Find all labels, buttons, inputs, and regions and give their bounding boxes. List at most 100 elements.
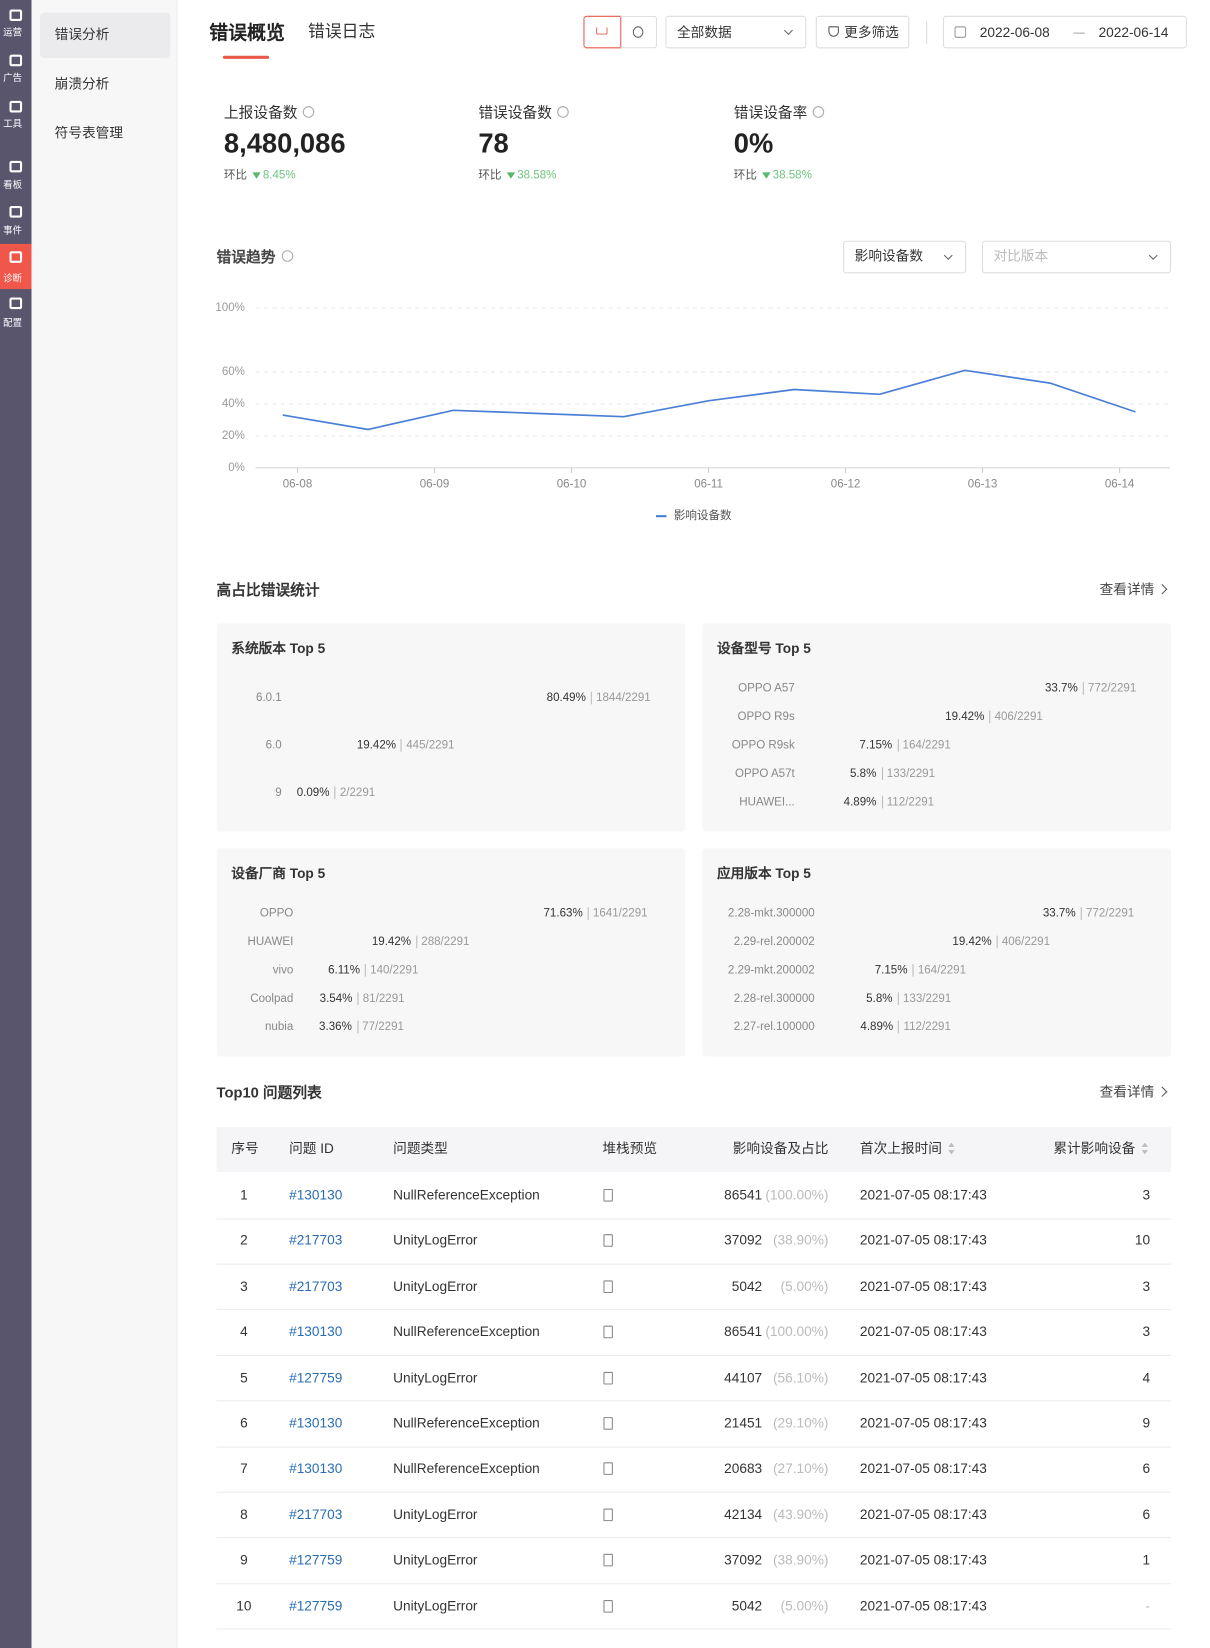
card [702, 848, 1172, 1057]
issue-id[interactable]: #127759 [289, 1551, 343, 1568]
card-title: 设备厂商 Top 5 [231, 865, 326, 881]
detail-link[interactable]: 查看详情 [1099, 1083, 1155, 1100]
y-tick-label: 0% [228, 462, 245, 474]
sidebar-icon[interactable] [9, 100, 23, 113]
separator [1082, 682, 1084, 695]
help-icon [281, 250, 294, 262]
stack-icon[interactable] [603, 1371, 613, 1385]
bar-count: 1641/2291 [592, 907, 648, 920]
issue-id[interactable]: #130130 [289, 1460, 343, 1477]
stack-icon[interactable] [603, 1553, 613, 1567]
sort-icon[interactable] [1141, 1150, 1148, 1155]
cell-index: 9 [240, 1551, 248, 1568]
select-value: 影响设备数 [854, 248, 924, 264]
issue-id[interactable]: #127759 [289, 1597, 343, 1614]
sidebar-label[interactable]: 广告 [3, 72, 23, 84]
subnav-item[interactable]: 错误分析 [54, 26, 110, 43]
subnav-item[interactable]: 崩溃分析 [54, 75, 110, 92]
bar-label: 2.29-rel.200002 [733, 935, 815, 949]
change-label: 环比 [733, 169, 757, 182]
sort-icon[interactable] [948, 1150, 955, 1155]
table-header [216, 1126, 1172, 1173]
sidebar-label[interactable]: 事件 [3, 224, 23, 236]
stack-icon[interactable] [603, 1188, 613, 1202]
separator [364, 964, 366, 977]
stack-icon[interactable] [603, 1417, 613, 1430]
platform-ios[interactable] [620, 15, 658, 49]
cell-type: NullReferenceException [393, 1186, 540, 1203]
column-header: 首次上报时间 [859, 1140, 942, 1157]
sort-icon[interactable] [948, 1142, 955, 1147]
bar-value: 3.36% [319, 1020, 352, 1034]
date-range[interactable] [942, 15, 1187, 49]
tab[interactable]: 错误日志 [308, 23, 376, 41]
stack-icon[interactable] [603, 1325, 613, 1339]
stack-icon[interactable] [603, 1280, 613, 1293]
cell-percent: (5.00%) [780, 1278, 829, 1294]
bar-count: 112/2291 [886, 795, 935, 809]
cell-total: 6 [1142, 1506, 1151, 1523]
sidebar-icon[interactable] [9, 297, 23, 310]
bar-value: 7.15% [859, 739, 893, 752]
compare-select[interactable] [981, 240, 1172, 274]
issue-id[interactable]: #130130 [289, 1323, 343, 1340]
sidebar-label[interactable]: 看板 [3, 179, 23, 191]
cell-type: NullReferenceException [393, 1460, 540, 1477]
metric-select[interactable] [843, 240, 967, 274]
bar-label: 2.28-rel.300000 [733, 992, 815, 1006]
trend-down [252, 172, 261, 179]
bar-label: vivo [272, 964, 294, 977]
sidebar-icon[interactable] [9, 9, 23, 22]
stack-icon[interactable] [603, 1462, 613, 1476]
card-title: 系统版本 Top 5 [231, 640, 326, 656]
bar-count: 133/2291 [886, 767, 936, 781]
sidebar-label[interactable]: 诊断 [3, 273, 23, 284]
bar-value: 19.42% [356, 739, 397, 752]
cell-time: 2021-07-05 08:17:43 [859, 1186, 987, 1203]
issue-id[interactable]: #130130 [289, 1414, 343, 1431]
cell-type: UnityLogError [393, 1369, 478, 1386]
metric-label: 错误设备率 [733, 104, 808, 121]
stack-icon[interactable] [603, 1508, 613, 1521]
subnav-item[interactable]: 符号表管理 [54, 125, 124, 141]
x-tick-label: 06-14 [1105, 479, 1135, 491]
sort-icon[interactable] [1141, 1142, 1148, 1147]
detail-link[interactable]: 查看详情 [1099, 581, 1155, 598]
help-icon [557, 106, 569, 118]
bar-label: 2.28-mkt.300000 [727, 907, 815, 920]
stack-icon[interactable] [603, 1234, 613, 1248]
sidebar-icon[interactable] [9, 54, 23, 67]
sidebar-icon[interactable] [9, 251, 23, 263]
tab[interactable]: 错误概览 [209, 22, 285, 44]
filter-icon [828, 26, 839, 37]
issue-id[interactable]: #130130 [289, 1186, 343, 1203]
cell-percent: (100.00%) [765, 1323, 829, 1340]
sidebar-label[interactable]: 工具 [3, 118, 23, 130]
issue-id[interactable]: #127759 [289, 1369, 343, 1386]
bar-value: 80.49% [546, 691, 586, 705]
sidebar-label[interactable]: 配置 [3, 317, 23, 328]
issue-id[interactable]: #217703 [289, 1506, 343, 1523]
scope-select[interactable] [665, 15, 807, 49]
more-filter[interactable] [815, 15, 910, 49]
sidebar-icon[interactable] [9, 206, 23, 218]
bar-count: 406/2291 [1001, 935, 1051, 949]
separator [1080, 907, 1082, 920]
separator [912, 964, 914, 977]
stack-icon[interactable] [603, 1599, 613, 1613]
sidebar-icon[interactable] [9, 160, 23, 173]
trend-down [506, 172, 516, 179]
separator [881, 767, 883, 781]
platform-android[interactable] [583, 15, 622, 49]
issue-id[interactable]: #217703 [289, 1232, 343, 1249]
separator [996, 935, 998, 949]
bar-value: 4.89% [843, 795, 877, 809]
sidebar-label[interactable]: 运营 [3, 27, 23, 38]
issue-id[interactable]: #217703 [289, 1278, 343, 1294]
change-label: 环比 [478, 169, 502, 182]
row-separator [216, 1309, 1172, 1311]
bar-label: OPPO R9s [737, 710, 795, 724]
bar-value: 0.09% [296, 786, 330, 799]
